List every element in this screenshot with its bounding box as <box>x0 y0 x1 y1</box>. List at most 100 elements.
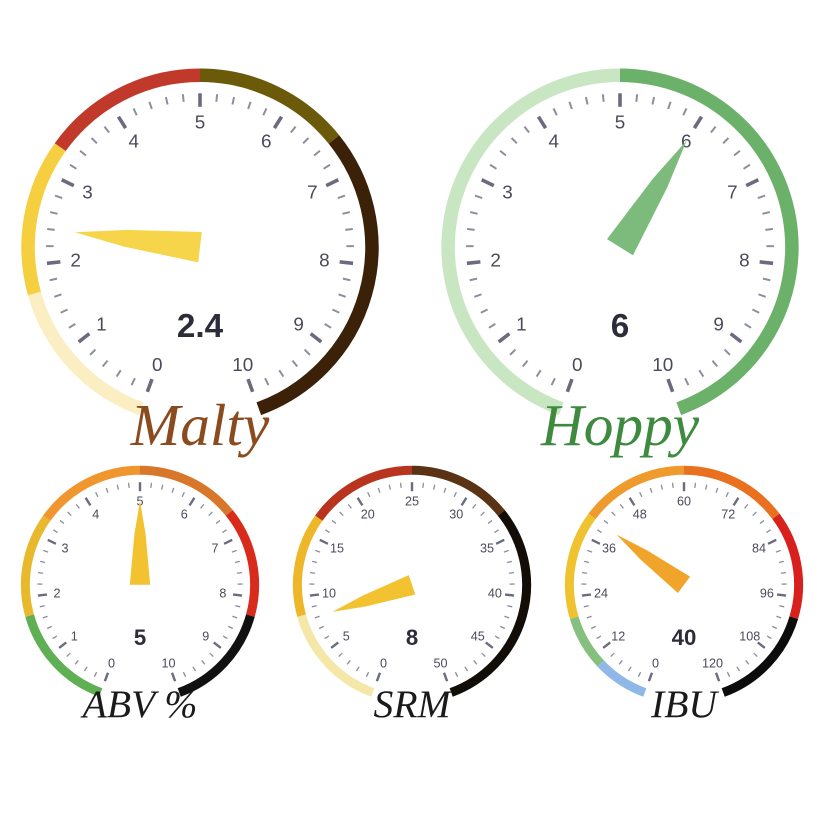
gauge-tick-minor <box>105 487 109 493</box>
gauge-tick-minor <box>499 149 507 157</box>
gauge-tick-minor <box>95 491 99 498</box>
gauge-tick-label: 45 <box>471 629 485 643</box>
gauge-tick-minor <box>586 615 592 619</box>
gauge-tick-minor <box>311 605 317 608</box>
gauge-tick-label: 0 <box>108 656 115 670</box>
gauge-tick-minor <box>52 635 58 640</box>
gauge-tick-major <box>581 593 592 597</box>
gauge-tick-minor <box>508 571 514 574</box>
gauge-tick-minor <box>337 194 346 200</box>
gauge-tick-minor <box>215 94 219 102</box>
gauge-tick-minor <box>590 625 597 630</box>
gauge-tick-minor <box>93 671 98 677</box>
gauge-tick-minor <box>222 529 227 534</box>
gauge-tick-minor <box>291 359 299 368</box>
gauge-tick-label: 20 <box>361 507 375 521</box>
gauge-tick-minor <box>775 549 781 553</box>
gauge-tick-minor <box>103 125 110 134</box>
gauge-tick-label: 2 <box>490 251 501 272</box>
gauge-tick-major <box>37 593 48 597</box>
gauge-tick-minor <box>619 503 624 509</box>
gauge-tick-label: 36 <box>602 541 616 555</box>
gauge-tick-minor <box>323 163 331 170</box>
gauge-tick-minor <box>751 308 760 314</box>
gauge-tick-minor <box>596 635 602 640</box>
gauge-tick-minor <box>503 549 509 553</box>
gauge-tick-label: 48 <box>633 507 647 521</box>
gauge-abv: 0123456789105ABV % <box>8 460 272 726</box>
gauge-tick-minor <box>635 94 639 102</box>
gauge-tick-label: 3 <box>82 183 93 204</box>
gauge-tick-minor <box>39 605 45 608</box>
gauge-tick-minor <box>247 101 252 110</box>
gauge-tick-minor <box>432 484 436 490</box>
gauge-band <box>441 68 621 416</box>
gauge-tick-minor <box>499 625 506 630</box>
gauge-band <box>225 510 260 617</box>
gauge-tick-minor <box>164 96 169 105</box>
gauge-tick-minor <box>346 659 351 665</box>
gauge-tick-major <box>776 593 787 597</box>
gauge-tick-minor <box>480 511 485 517</box>
gauge-tick-minor <box>67 511 72 517</box>
gauge-tick-major <box>47 538 57 545</box>
gauge-tick-minor <box>504 615 510 619</box>
gauge-tick-minor <box>422 482 425 488</box>
gauge-needle <box>129 500 151 585</box>
gauge-tick-minor <box>489 163 497 170</box>
gauge-band <box>139 465 233 516</box>
gauge-tick-label: 8 <box>319 251 330 272</box>
gauge-tick-major <box>767 538 777 545</box>
gauge-tick-minor <box>762 277 771 282</box>
gauge-tick-minor <box>762 211 771 215</box>
gauge-tick-minor <box>568 101 573 110</box>
gauge-tick-minor <box>278 369 285 378</box>
gauge-tick-minor <box>132 107 138 116</box>
gauge-tick-minor <box>150 482 153 488</box>
gauge-srm: 0 5 10 15 20 25 30 35 40 45 50 8 SRM <box>280 460 544 726</box>
gauge-tick-minor <box>49 277 58 282</box>
gauge-band <box>20 515 51 617</box>
gauge-tick-minor <box>510 137 518 145</box>
gauge-tick-minor <box>627 666 632 672</box>
gauge-tick-major <box>103 672 110 682</box>
gauge-tick-minor <box>53 293 62 298</box>
gauge-tick-minor <box>711 359 719 368</box>
gauge-tick-minor <box>311 560 318 564</box>
gauge-tick-minor <box>587 549 593 553</box>
gauge-tick-major <box>84 497 92 507</box>
gauge-tick-minor <box>523 125 530 134</box>
gauge-tick-major <box>339 260 354 266</box>
gauge-tick-minor <box>535 369 542 378</box>
gauge-svg: 0 5 10 15 20 25 30 35 40 45 50 8 <box>292 465 532 697</box>
gauge-tick-minor <box>130 377 136 386</box>
gauge-tick-label: 4 <box>128 131 139 152</box>
gauge-tick-minor <box>473 659 478 665</box>
gauge-tick-minor <box>83 666 88 672</box>
gauge-band <box>564 513 596 619</box>
gauge-tick-label: 8 <box>219 587 226 601</box>
gauge-tick-major <box>170 672 177 682</box>
gauge-tick-major <box>729 332 743 344</box>
gauge-value: 5 <box>134 625 146 650</box>
gauge-tick-minor <box>345 227 353 231</box>
gauge-tick-minor <box>618 659 623 665</box>
gauge-tick-minor <box>232 615 238 619</box>
gauge-band <box>54 68 201 152</box>
gauge-tick-minor <box>759 519 765 525</box>
gauge-tick-minor <box>47 227 55 231</box>
gauge-tick-major <box>759 260 774 266</box>
gauge-tick-label: 15 <box>330 541 344 555</box>
gauge-tick-minor <box>231 96 236 105</box>
gauge-tick-minor <box>726 671 731 677</box>
gauge-band <box>411 465 505 516</box>
gauge-tick-minor <box>182 671 187 677</box>
gauge-tick-minor <box>743 163 751 170</box>
gauge-tick-minor <box>637 671 642 677</box>
gauge-tick-minor <box>331 519 337 525</box>
gauge-tick-major <box>628 497 636 507</box>
gauge-tick-minor <box>601 94 605 102</box>
gauge-tick-minor <box>583 560 590 564</box>
gauge-tick-minor <box>181 94 185 102</box>
gauge-tick-minor <box>38 571 44 574</box>
